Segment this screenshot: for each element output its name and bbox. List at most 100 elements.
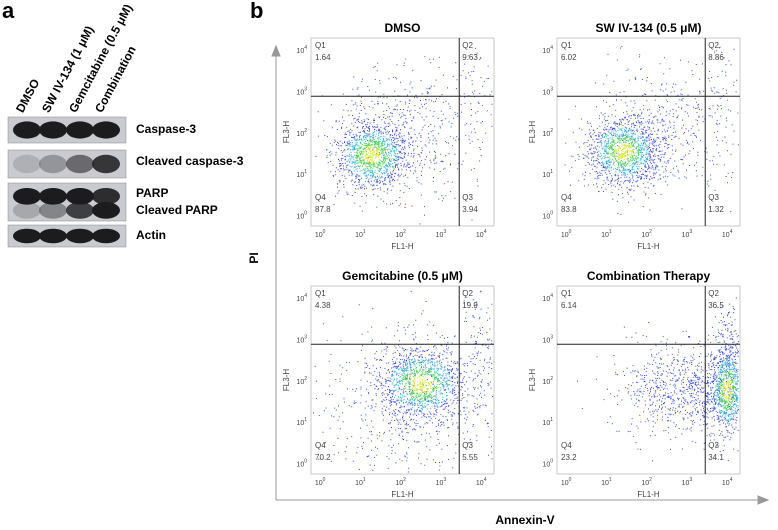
tick-exponent: 1	[363, 229, 366, 235]
tick-base: 10	[542, 337, 550, 344]
x-tick-label: 103	[436, 229, 447, 239]
density-dots	[346, 131, 398, 179]
x-tick-label: 100	[315, 477, 326, 487]
panel-label: b	[250, 0, 263, 23]
blot-band	[39, 228, 67, 244]
quadrant-value: 19.9	[462, 301, 478, 310]
y-tick-label: 102	[296, 376, 307, 386]
tick-base: 10	[561, 480, 569, 487]
tick-base: 10	[436, 480, 444, 487]
plot-y-axis-label: FL3-H	[282, 369, 291, 391]
y-tick-label: 100	[542, 459, 553, 469]
blot-band	[92, 154, 120, 174]
quadrant-value: 4.38	[315, 301, 331, 310]
quadrant-name: Q1	[561, 41, 572, 50]
plot-title: DMSO	[385, 21, 421, 35]
tick-base: 10	[542, 379, 550, 386]
plot-title: SW IV-134 (0.5 μM)	[595, 21, 701, 35]
quadrant-value: 3.94	[462, 205, 478, 214]
flow-plot: Q14.38Q219.9Q35.55Q470.21001001011011021…	[282, 285, 495, 499]
flow-plot: Q11.64Q29.63Q33.94Q487.81001001011011021…	[282, 37, 495, 251]
tick-exponent: 0	[304, 211, 307, 217]
band-label: Actin	[136, 228, 166, 242]
density-dots	[614, 143, 633, 160]
density-dots	[313, 290, 494, 473]
tick-base: 10	[355, 480, 363, 487]
y-tick-label: 104	[296, 45, 307, 55]
tick-exponent: 4	[730, 477, 733, 483]
tick-exponent: 2	[304, 128, 307, 134]
blot-band	[39, 154, 67, 174]
x-tick-label: 102	[395, 229, 406, 239]
tick-base: 10	[315, 232, 323, 239]
density-dots	[606, 136, 641, 167]
tick-exponent: 3	[550, 335, 553, 341]
x-tick-label: 102	[395, 477, 406, 487]
quadrant-value: 1.32	[708, 205, 724, 214]
tick-base: 10	[476, 232, 484, 239]
tick-base: 10	[722, 480, 730, 487]
tick-base: 10	[542, 296, 550, 303]
y-tick-label: 100	[296, 211, 307, 221]
tick-exponent: 3	[550, 87, 553, 93]
y-axis-label: PI	[247, 252, 261, 263]
blot-band	[39, 202, 67, 219]
flow-plot: Q16.02Q28.86Q31.32Q483.81001001011011021…	[528, 37, 741, 251]
quadrant-value: 8.86	[708, 53, 724, 62]
blot-band	[92, 121, 120, 139]
tick-base: 10	[542, 172, 550, 179]
y-tick-label: 102	[542, 128, 553, 138]
blot-band	[66, 154, 94, 174]
y-tick-label: 102	[542, 376, 553, 386]
quadrant-value: 36.5	[708, 301, 724, 310]
blot	[7, 224, 127, 248]
y-tick-label: 103	[542, 335, 553, 345]
tick-exponent: 3	[443, 477, 446, 483]
density-dots	[390, 358, 453, 411]
tick-base: 10	[296, 420, 304, 427]
tick-base: 10	[355, 232, 363, 239]
tick-exponent: 4	[550, 293, 553, 299]
tick-exponent: 3	[304, 87, 307, 93]
density-dots	[722, 378, 733, 401]
y-tick-label: 100	[542, 211, 553, 221]
tick-exponent: 0	[550, 211, 553, 217]
x-tick-label: 100	[561, 477, 572, 487]
tick-base: 10	[542, 213, 550, 220]
tick-exponent: 3	[689, 477, 692, 483]
tick-exponent: 0	[569, 477, 572, 483]
blot-band	[92, 228, 120, 244]
axes-arrows	[271, 44, 770, 505]
y-tick-label: 101	[296, 418, 307, 428]
tick-base: 10	[542, 420, 550, 427]
density-dots	[411, 374, 433, 395]
tick-base: 10	[601, 480, 609, 487]
quadrant-value: 70.2	[315, 453, 331, 462]
blot-band	[66, 187, 94, 205]
blot	[7, 182, 127, 222]
x-tick-label: 104	[476, 477, 487, 487]
panel-label: a	[2, 0, 15, 23]
tick-exponent: 2	[649, 477, 652, 483]
tick-base: 10	[296, 461, 304, 468]
tick-base: 10	[395, 480, 403, 487]
tick-base: 10	[436, 232, 444, 239]
x-tick-label: 102	[641, 229, 652, 239]
quadrant-name: Q1	[315, 41, 326, 50]
tick-exponent: 2	[304, 376, 307, 382]
quadrant-name: Q4	[315, 441, 326, 450]
quadrant-name: Q3	[708, 441, 719, 450]
y-tick-label: 103	[296, 87, 307, 97]
tick-exponent: 0	[323, 229, 326, 235]
x-tick-label: 101	[355, 229, 366, 239]
quadrant-value: 6.14	[561, 301, 577, 310]
tick-exponent: 2	[550, 128, 553, 134]
blot-band	[13, 202, 41, 219]
quadrant-name: Q2	[462, 41, 473, 50]
quadrant-name: Q2	[708, 41, 719, 50]
density-dots	[355, 139, 389, 171]
tick-base: 10	[601, 232, 609, 239]
quadrant-value: 87.8	[315, 205, 331, 214]
plot-x-axis-label: FL1-H	[391, 490, 413, 499]
